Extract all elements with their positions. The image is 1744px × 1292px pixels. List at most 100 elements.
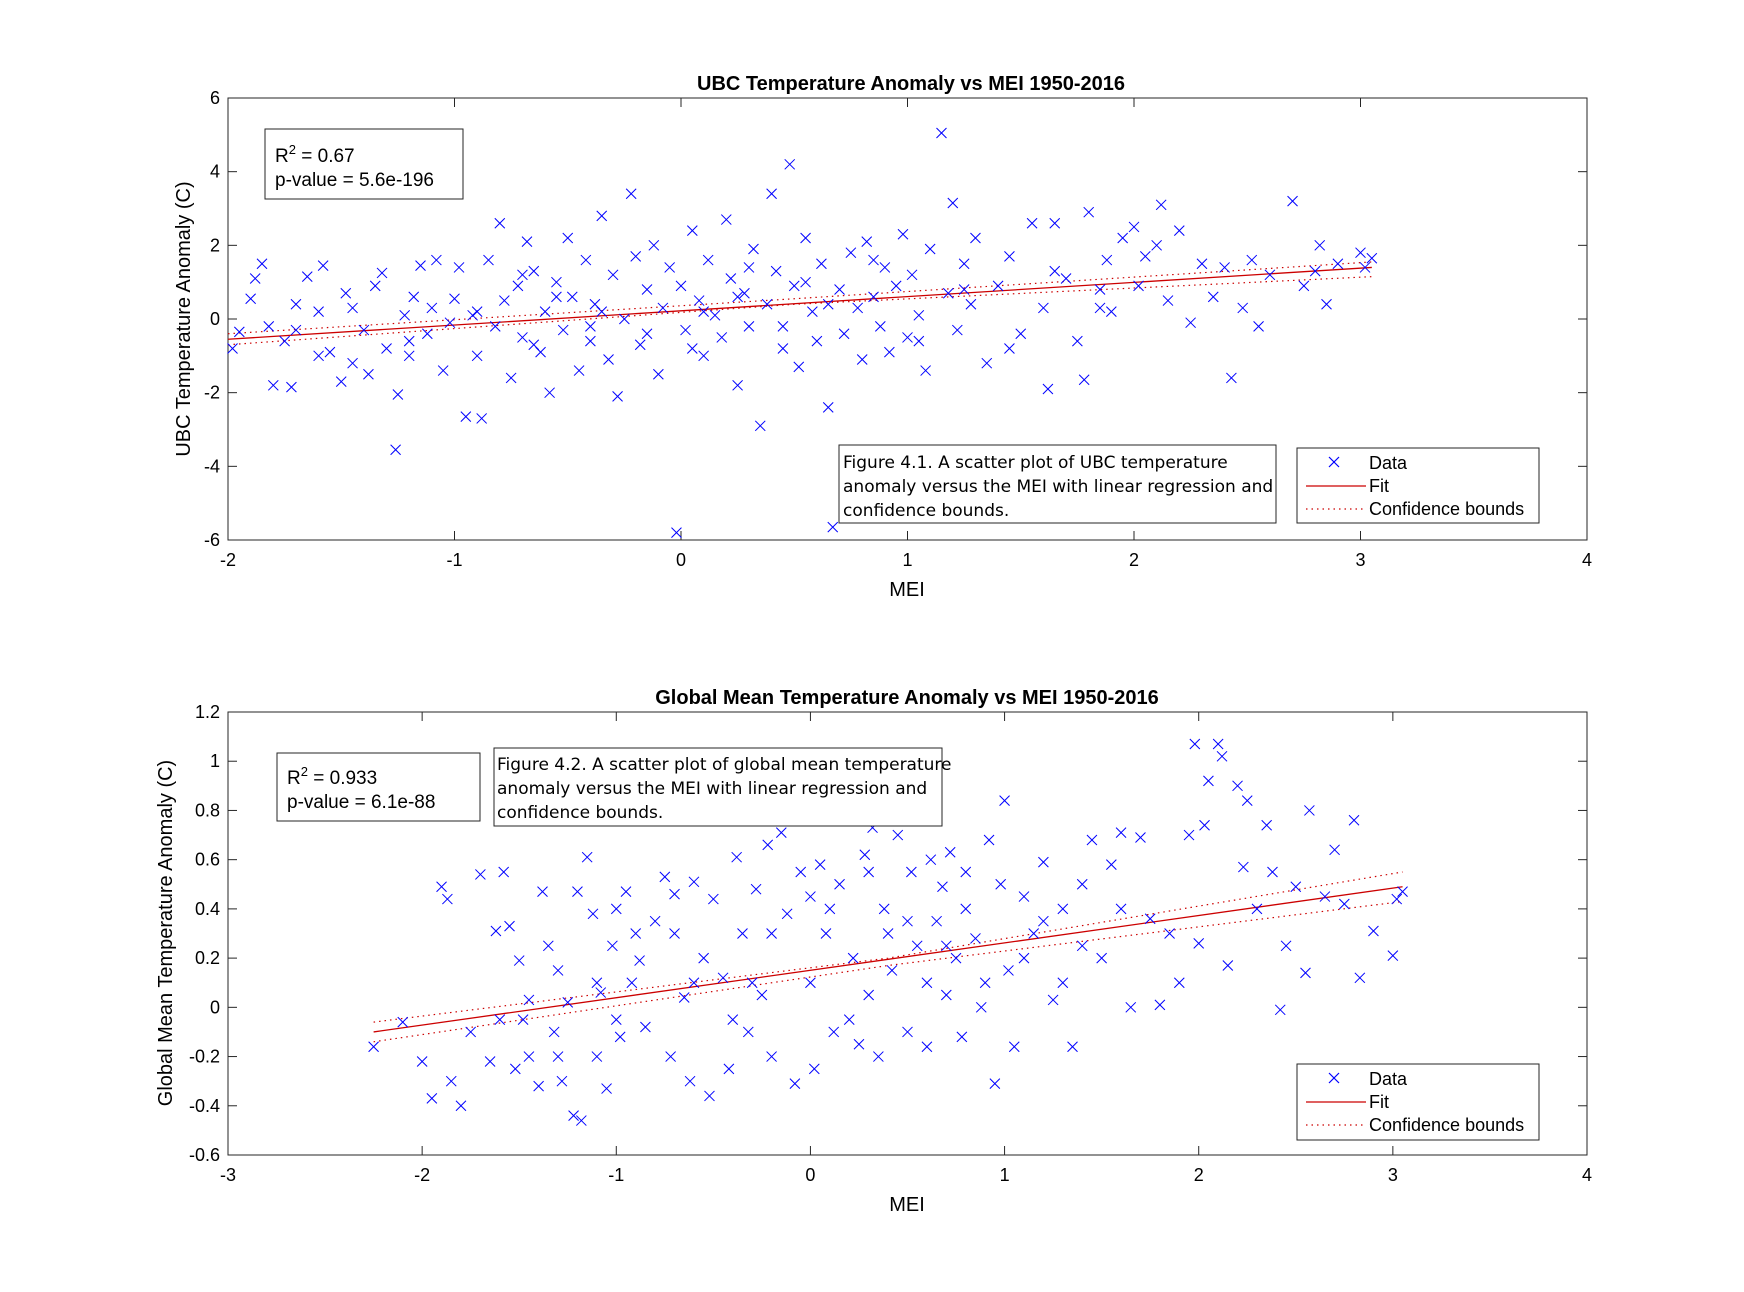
figure-caption: Figure 4.2. A scatter plot of global mea… (493, 747, 951, 827)
data-point (704, 1090, 715, 1102)
data-point (936, 127, 947, 139)
data-point (494, 1014, 506, 1025)
legend-data-marker-icon (1328, 456, 1340, 468)
legend-entry: Fit (1369, 1092, 1389, 1112)
data-point (1004, 251, 1015, 262)
y-axis-label: UBC Temperature Anomaly (C) (173, 181, 195, 456)
data-points (368, 738, 1408, 1126)
y-tick-label: -0.6 (189, 1145, 220, 1165)
data-point (620, 886, 632, 898)
x-tick-label: -2 (414, 1165, 430, 1185)
data-point (1173, 225, 1185, 236)
x-tick-label: 2 (1194, 1165, 1204, 1185)
data-point (381, 343, 392, 354)
data-point (562, 997, 574, 1008)
data-point (533, 1080, 544, 1092)
data-point (1238, 861, 1249, 873)
data-point (1083, 206, 1095, 218)
x-tick-label: 4 (1582, 1165, 1592, 1185)
data-point (834, 878, 845, 890)
data-point (552, 965, 564, 976)
data-point (1298, 280, 1310, 292)
y-tick-label: 1.2 (195, 702, 220, 722)
data-point (317, 260, 329, 271)
data-point (808, 1063, 820, 1075)
y-tick-label: -4 (204, 456, 220, 476)
data-point (290, 298, 302, 310)
p-value-text: p-value = 5.6e-196 (275, 170, 434, 191)
data-point (548, 1026, 560, 1038)
x-tick-label: 3 (1355, 550, 1365, 570)
legend-entry: Confidence bounds (1369, 1115, 1524, 1135)
data-point (702, 254, 714, 266)
y-tick-label: 0.2 (195, 948, 220, 968)
data-point (805, 891, 816, 902)
data-point (630, 928, 642, 939)
y-tick-label: 0 (210, 309, 220, 329)
data-point (1125, 1001, 1137, 1013)
y-tick-label: 6 (210, 88, 220, 108)
data-point (290, 324, 302, 336)
data-point (249, 273, 261, 284)
data-point (1196, 258, 1208, 270)
data-point (476, 413, 488, 424)
data-point (612, 390, 623, 402)
data-point (625, 188, 637, 200)
data-point (748, 243, 759, 255)
data-point (1314, 239, 1326, 251)
data-point (781, 908, 793, 920)
data-point (513, 955, 525, 966)
data-point (591, 977, 603, 989)
data-point (376, 267, 388, 279)
chart-ubc: UBC Temperature Anomaly vs MEI 1950-2016… (173, 73, 1592, 601)
data-point (931, 915, 942, 927)
data-point (686, 343, 698, 354)
data-point (828, 1026, 840, 1038)
data-point (811, 335, 823, 347)
data-point (263, 321, 275, 332)
data-point (426, 302, 438, 314)
legend-entry: Fit (1369, 476, 1389, 496)
data-point (1329, 844, 1340, 856)
data-point (1004, 343, 1015, 354)
data-points (227, 127, 1378, 538)
caption-line: anomaly versus the MEI with linear regre… (497, 779, 927, 799)
data-point (363, 368, 374, 380)
fit-line (227, 266, 1372, 340)
data-point (575, 1115, 587, 1126)
data-point (471, 350, 483, 362)
data-point (925, 854, 937, 866)
x-tick-label: 4 (1582, 550, 1592, 570)
data-point (688, 876, 700, 888)
data-point (992, 280, 1004, 292)
data-point (641, 328, 653, 340)
data-point (743, 321, 755, 332)
x-tick-label: -1 (446, 550, 462, 570)
data-point (1101, 254, 1113, 266)
data-point (630, 251, 642, 262)
data-point (453, 262, 465, 273)
data-point (906, 269, 918, 281)
stats-box: R2 = 0.933 p-value = 6.1e-88 (276, 752, 481, 822)
data-point (607, 269, 619, 281)
x-axis-label: MEI (889, 1194, 925, 1216)
data-point (766, 188, 777, 200)
data-point (1155, 199, 1167, 211)
data-point (416, 1056, 428, 1067)
data-point (737, 928, 748, 939)
data-point (970, 933, 981, 944)
data-point (483, 254, 494, 266)
data-point (913, 335, 925, 347)
data-point (1115, 903, 1127, 915)
data-point (743, 262, 755, 273)
data-point (731, 851, 743, 863)
legend-entry: Confidence bounds (1369, 499, 1524, 519)
x-tick-label: 2 (1129, 550, 1139, 570)
data-point (732, 379, 743, 391)
data-point (999, 795, 1010, 806)
data-point (512, 280, 524, 292)
data-point (1280, 940, 1292, 952)
data-point (528, 339, 540, 351)
data-point (517, 269, 528, 281)
data-point (874, 321, 886, 332)
